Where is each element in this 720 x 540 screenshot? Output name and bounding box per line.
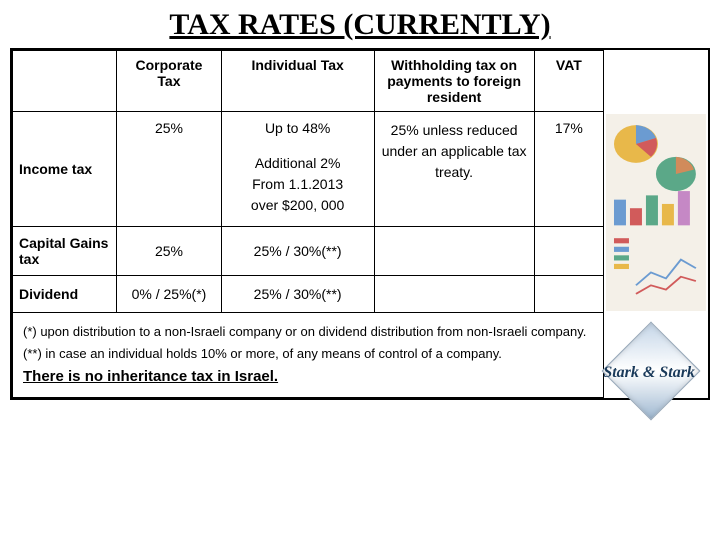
header-spacer (604, 51, 708, 112)
income-individual-sub3: over $200, 000 (228, 195, 368, 216)
cell-dividend-vat (534, 276, 604, 313)
tax-rates-table: Corporate Tax Individual Tax Withholding… (12, 50, 708, 398)
logo-text: Stark & Stark (584, 364, 714, 382)
label-income-tax: Income tax (13, 112, 117, 227)
cell-dividend-corporate: 0% / 25%(*) (117, 276, 221, 313)
row-footnotes: (*) upon distribution to a non-Israeli c… (13, 313, 709, 398)
header-blank (13, 51, 117, 112)
row-income-tax: Income tax 25% Up to 48% Additional 2% F… (13, 112, 709, 227)
cell-capgains-individual: 25% / 30%(**) (221, 227, 374, 276)
cell-income-withholding: 25% unless reduced under an applicable t… (374, 112, 534, 227)
footnote-2: (**) in case an individual holds 10% or … (19, 345, 597, 367)
logo-cell: Stark & Stark (604, 313, 708, 398)
header-individual: Individual Tax (221, 51, 374, 112)
cell-capgains-vat (534, 227, 604, 276)
cell-income-corporate: 25% (117, 112, 221, 227)
decorative-chart-image (604, 112, 708, 313)
label-capital-gains: Capital Gains tax (13, 227, 117, 276)
page-title: TAX RATES (CURRENTLY) (0, 0, 720, 48)
cell-income-vat: 17% (534, 112, 604, 227)
label-dividend: Dividend (13, 276, 117, 313)
footnotes-cell: (*) upon distribution to a non-Israeli c… (13, 313, 604, 398)
header-withholding: Withholding tax on payments to foreign r… (374, 51, 534, 112)
chart-svg (606, 114, 706, 311)
cell-capgains-withholding (374, 227, 534, 276)
header-corporate: Corporate Tax (117, 51, 221, 112)
income-individual-main: Up to 48% (228, 118, 368, 139)
no-inheritance-text: There is no inheritance tax in Israel. (19, 366, 597, 393)
cell-capgains-corporate: 25% (117, 227, 221, 276)
footnote-1: (*) upon distribution to a non-Israeli c… (19, 317, 597, 345)
cell-dividend-individual: 25% / 30%(**) (221, 276, 374, 313)
chart-illustration (606, 114, 706, 311)
income-individual-sub2: From 1.1.2013 (228, 174, 368, 195)
cell-income-individual: Up to 48% Additional 2% From 1.1.2013 ov… (221, 112, 374, 227)
cell-dividend-withholding (374, 276, 534, 313)
header-vat: VAT (534, 51, 604, 112)
table-header-row: Corporate Tax Individual Tax Withholding… (13, 51, 709, 112)
income-individual-sub1: Additional 2% (228, 153, 368, 174)
tax-table-wrap: Corporate Tax Individual Tax Withholding… (10, 48, 710, 400)
